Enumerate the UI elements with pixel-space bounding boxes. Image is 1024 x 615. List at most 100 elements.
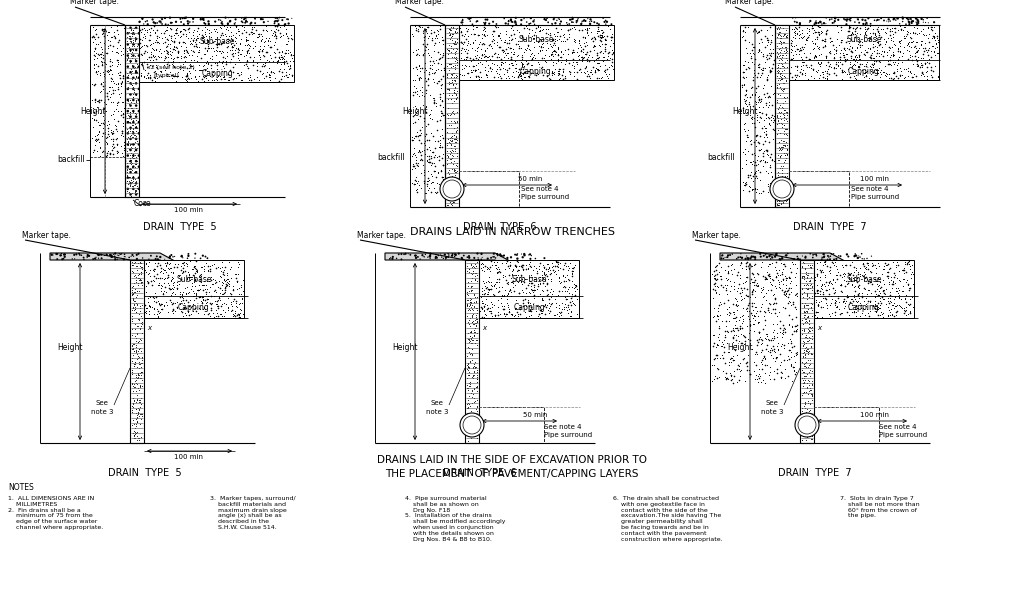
Point (446, 167, 463, 177)
Point (911, 43, 928, 53)
Point (493, 74, 509, 84)
Point (923, 23, 939, 33)
Point (543, 299, 559, 309)
Point (101, 119, 118, 129)
Point (850, 290, 866, 300)
Point (456, 31, 472, 41)
Point (469, 433, 485, 443)
Point (124, 340, 140, 350)
Point (125, 181, 141, 191)
Point (772, 58, 788, 68)
Point (762, 66, 778, 76)
Point (753, 262, 769, 272)
Point (101, 36, 118, 46)
Point (888, 15, 904, 25)
Point (505, 282, 521, 292)
Point (783, 268, 800, 277)
Point (421, 157, 437, 167)
Point (199, 24, 215, 34)
Point (723, 260, 739, 270)
Point (728, 300, 744, 309)
Point (838, 276, 854, 286)
Point (447, 73, 464, 82)
Point (836, 296, 852, 306)
Point (171, 289, 187, 299)
Point (131, 381, 147, 391)
Point (857, 15, 873, 25)
Point (460, 343, 476, 352)
Point (465, 316, 481, 326)
Point (796, 422, 812, 432)
Point (197, 76, 213, 85)
Point (844, 47, 860, 57)
Point (771, 102, 787, 112)
Point (811, 22, 827, 32)
Point (860, 260, 877, 270)
Point (903, 269, 920, 279)
Point (561, 282, 578, 292)
Point (845, 270, 861, 280)
Point (411, 74, 427, 84)
Point (760, 103, 776, 113)
Point (104, 76, 121, 86)
Point (527, 23, 544, 33)
Point (511, 70, 527, 80)
Point (417, 250, 433, 260)
Point (737, 149, 754, 159)
Point (882, 26, 898, 36)
Point (185, 291, 202, 301)
Point (169, 280, 185, 290)
Point (233, 17, 250, 26)
Point (864, 48, 881, 58)
Point (127, 108, 143, 118)
Point (744, 57, 761, 67)
Point (127, 429, 143, 438)
Point (799, 382, 815, 392)
Point (158, 37, 174, 47)
Point (172, 292, 188, 302)
Point (199, 46, 215, 56)
Point (178, 71, 195, 81)
Point (188, 34, 205, 44)
Point (712, 301, 728, 311)
Point (445, 96, 462, 106)
Point (839, 308, 855, 317)
Point (449, 161, 465, 171)
Point (822, 265, 839, 275)
Point (53, 251, 70, 261)
Point (886, 14, 902, 24)
Point (432, 53, 449, 63)
Point (229, 257, 246, 267)
Point (181, 272, 198, 282)
Point (850, 296, 866, 306)
Point (178, 303, 195, 313)
Point (163, 290, 179, 300)
Point (834, 67, 850, 77)
Point (750, 311, 766, 321)
Point (157, 51, 173, 61)
Point (147, 18, 164, 28)
Point (799, 306, 815, 316)
Point (106, 106, 123, 116)
Point (464, 355, 480, 365)
Point (222, 33, 239, 43)
Point (761, 298, 777, 308)
Point (863, 277, 880, 287)
Point (812, 59, 828, 69)
Point (891, 36, 907, 46)
Point (461, 343, 477, 353)
Point (419, 135, 435, 145)
Point (229, 309, 246, 319)
Text: Height: Height (402, 108, 428, 116)
Point (212, 30, 228, 40)
Point (741, 279, 758, 288)
Point (95, 57, 112, 67)
Point (827, 13, 844, 23)
Point (520, 264, 537, 274)
Point (469, 406, 485, 416)
Point (514, 262, 530, 272)
Point (160, 35, 176, 45)
Point (742, 48, 759, 58)
Point (122, 172, 138, 182)
Point (123, 51, 139, 61)
